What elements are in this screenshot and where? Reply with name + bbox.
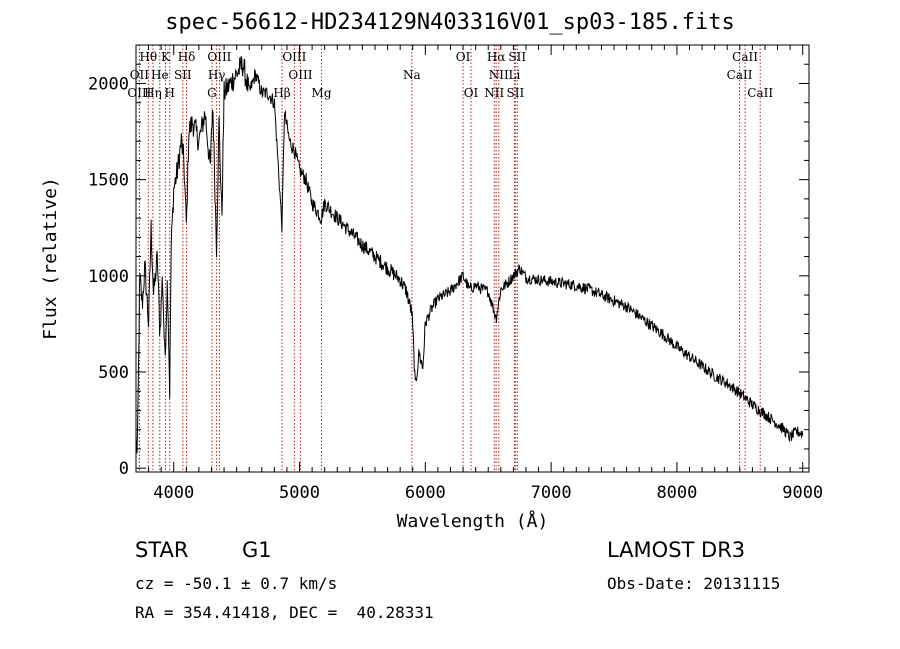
line-marker-label: CaII	[727, 68, 753, 82]
y-tick-label: 1000	[88, 267, 129, 287]
line-markers	[138, 45, 761, 472]
x-axis-ticks: 4000 5000 6000 7000 8000 9000	[135, 45, 823, 503]
x-tick-label: 8000	[656, 483, 697, 503]
ra-dec-coordinates: RA = 354.41418, DEC = 40.28331	[135, 603, 434, 622]
x-tick-label: 9000	[782, 483, 823, 503]
line-marker-label: Hδ	[178, 50, 196, 64]
line-marker-label: Hγ	[208, 68, 226, 82]
x-tick-label: 4000	[153, 483, 194, 503]
x-axis-label: Wavelength (Å)	[397, 510, 549, 532]
line-marker-label: Hβ	[273, 86, 290, 100]
y-tick-label: 1500	[88, 171, 129, 191]
line-marker-label: OIII	[288, 68, 312, 82]
line-marker-label: Hθ	[139, 50, 157, 64]
line-marker-label: OIII	[207, 50, 231, 64]
chart-title: spec-56612-HD234129N403316V01_sp03-185.f…	[165, 10, 735, 35]
redshift-velocity: cz = -50.1 ± 0.7 km/s	[135, 574, 338, 593]
line-marker-label: Na	[403, 68, 421, 82]
y-tick-label: 0	[119, 459, 129, 479]
line-marker-label: OI	[456, 50, 471, 64]
line-marker-label: CaII	[747, 86, 773, 100]
x-tick-label: 6000	[405, 483, 446, 503]
plot-frame	[135, 44, 810, 473]
y-axis-label: Flux (relative)	[40, 177, 61, 340]
line-marker-label: SII	[174, 68, 192, 82]
line-marker-label: Hα	[487, 50, 506, 64]
line-marker-label: OII	[130, 68, 150, 82]
line-marker-label: Li	[508, 68, 520, 82]
line-marker-label: G	[207, 86, 217, 100]
line-marker-label: SII	[508, 50, 526, 64]
line-marker-label: NII	[484, 86, 504, 100]
observation-date: Obs-Date: 20131115	[607, 574, 781, 593]
object-subclass: G1	[242, 538, 272, 562]
line-marker-label: He	[151, 68, 169, 82]
line-marker-label: OIII	[282, 50, 306, 64]
line-marker-label: K	[161, 50, 171, 64]
line-marker-label: H	[164, 86, 174, 100]
x-tick-label: 7000	[531, 483, 572, 503]
line-marker-label: Mg	[312, 86, 332, 100]
y-tick-label: 2000	[88, 74, 129, 94]
line-marker-label: SII	[507, 86, 525, 100]
line-marker-label: NII	[489, 68, 509, 82]
spectrum-line	[135, 56, 804, 454]
line-marker-label: Hη	[144, 86, 162, 100]
x-tick-label: 5000	[279, 483, 320, 503]
y-tick-label: 500	[98, 363, 129, 383]
line-marker-label: OI	[464, 86, 479, 100]
object-type: STAR	[135, 538, 189, 562]
line-marker-label: OIII	[127, 86, 151, 100]
survey-name: LAMOST DR3	[607, 538, 746, 562]
line-marker-label: CaII	[732, 50, 758, 64]
y-axis-ticks: 0 500 1000 1500 2000	[88, 44, 809, 479]
